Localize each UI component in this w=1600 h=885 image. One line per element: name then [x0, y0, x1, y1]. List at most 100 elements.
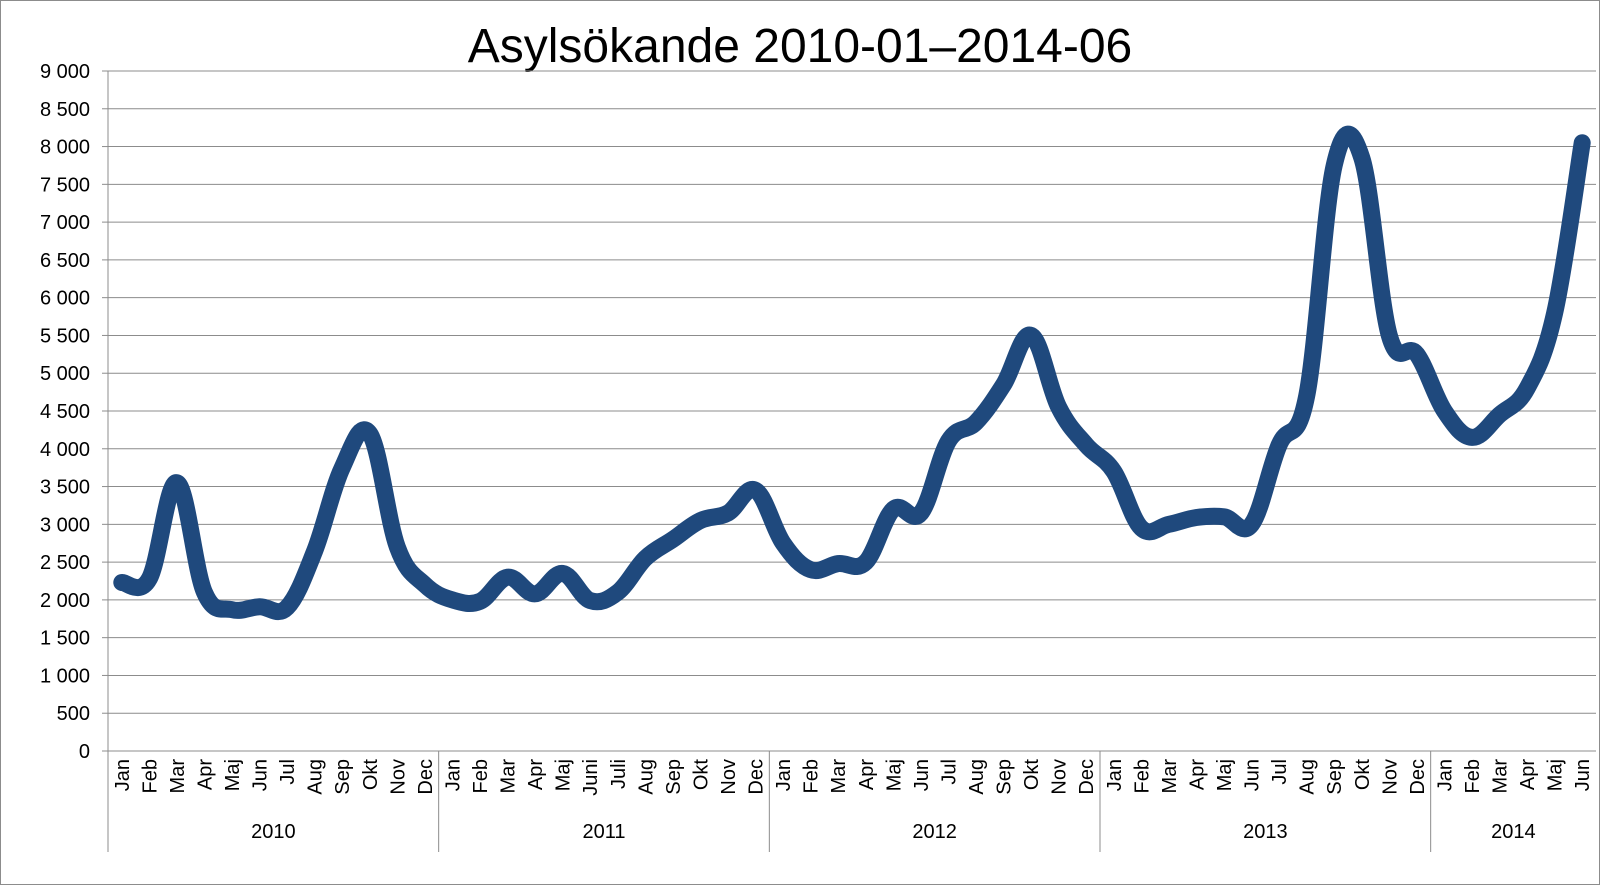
x-tick-label: Maj — [1214, 759, 1236, 791]
y-tick-label: 6 500 — [40, 250, 90, 272]
x-tick-label: Nov — [1049, 759, 1071, 795]
data-point — [755, 489, 757, 491]
data-point — [1471, 436, 1473, 438]
x-tick-label: Apr — [1517, 759, 1539, 790]
data-point — [727, 512, 729, 514]
y-axis-tick-labels: 0 500 1 000 1 500 2 000 2 500 3 000 3 500 4 000 4… — [40, 61, 108, 763]
x-tick-label: Sep — [332, 759, 354, 795]
x-tick-label: Jul — [938, 759, 960, 785]
x-tick-label: Apr — [525, 759, 547, 790]
data-point — [1499, 414, 1501, 416]
y-tick-label: 2 500 — [40, 552, 90, 574]
x-tick-label: Mar — [828, 759, 850, 794]
x-tick-label: Sep — [994, 759, 1016, 795]
x-tick-label: Aug — [1297, 759, 1319, 795]
data-point — [892, 508, 894, 510]
data-point — [589, 600, 591, 602]
series-layer — [113, 125, 1591, 621]
x-axis-tick-labels: Jan Feb Mar Apr Maj Jun Jul Aug Sep Okt Nov Dec2010… — [112, 759, 1594, 843]
x-tick-label: Feb — [1131, 759, 1153, 793]
x-tick-label: Dec — [415, 759, 437, 795]
data-point — [782, 542, 784, 544]
data-point — [1085, 444, 1087, 446]
x-tick-label: Okt — [1021, 759, 1043, 791]
y-tick-label: 7 000 — [40, 212, 90, 234]
year-label: 2014 — [1491, 821, 1536, 843]
data-point — [1058, 406, 1060, 408]
x-tick-label: Juli — [608, 759, 630, 789]
x-tick-label: Sep — [663, 759, 685, 795]
data-point — [176, 482, 178, 484]
x-tick-label: Okt — [360, 759, 382, 791]
x-axis — [107, 71, 1596, 852]
x-tick-label: Jul — [277, 759, 299, 785]
data-point — [699, 520, 701, 522]
data-point — [975, 421, 977, 423]
data-point — [121, 582, 123, 584]
x-tick-label: Aug — [635, 759, 657, 795]
y-tick-label: 3 500 — [40, 477, 90, 499]
data-point — [1223, 516, 1225, 518]
x-tick-label: Maj — [883, 759, 905, 791]
y-tick-label: 3 000 — [40, 514, 90, 536]
x-tick-label: Aug — [966, 759, 988, 795]
data-point — [920, 512, 922, 514]
data-point — [396, 546, 398, 548]
x-tick-label: Jan — [1104, 759, 1126, 791]
x-tick-label: Maj — [1545, 759, 1567, 791]
y-tick-label: 1 000 — [40, 665, 90, 687]
x-tick-label: Feb — [139, 759, 161, 793]
x-tick-label: Maj — [222, 759, 244, 791]
y-tick-label: 4 500 — [40, 401, 90, 423]
series-line — [113, 125, 1591, 621]
data-point — [1388, 334, 1390, 336]
y-tick-label: 7 500 — [40, 174, 90, 196]
x-tick-label: Jan — [773, 759, 795, 791]
year-label: 2012 — [912, 821, 957, 843]
x-tick-label: Jun — [1572, 759, 1594, 791]
data-point — [1251, 523, 1253, 525]
x-tick-label: Okt — [690, 759, 712, 791]
x-tick-label: Nov — [387, 759, 409, 795]
data-point — [1443, 410, 1445, 412]
y-tick-label: 0 — [79, 741, 90, 763]
year-label: 2010 — [251, 821, 296, 843]
data-point — [1030, 334, 1032, 336]
data-point — [837, 563, 839, 565]
data-point — [1113, 470, 1115, 472]
data-point — [286, 606, 288, 608]
x-tick-label: Dec — [1076, 759, 1098, 795]
data-point — [1361, 157, 1363, 159]
x-tick-label: Feb — [1462, 759, 1484, 793]
y-tick-label: 6 000 — [40, 288, 90, 310]
data-point — [479, 600, 481, 602]
data-point — [1168, 523, 1170, 525]
data-point — [562, 572, 564, 574]
data-point — [231, 609, 233, 611]
y-tick-label: 500 — [57, 703, 90, 725]
data-point — [507, 576, 509, 578]
data-point — [148, 578, 150, 580]
data-point — [341, 467, 343, 469]
data-point — [1140, 527, 1142, 529]
x-tick-label: Jan — [1434, 759, 1456, 791]
x-tick-label: Juni — [580, 759, 602, 796]
x-tick-label: Jan — [442, 759, 464, 791]
y-tick-label: 5 500 — [40, 325, 90, 347]
x-tick-label: Apr — [856, 759, 878, 790]
x-tick-label: Apr — [194, 759, 216, 790]
year-label: 2013 — [1243, 821, 1288, 843]
data-point — [259, 606, 261, 608]
x-tick-label: Aug — [305, 759, 327, 795]
y-tick-label: 4 000 — [40, 439, 90, 461]
y-tick-label: 5 000 — [40, 363, 90, 385]
x-tick-label: Feb — [470, 759, 492, 793]
data-point — [644, 557, 646, 559]
x-tick-label: Mar — [167, 759, 189, 794]
data-point — [947, 440, 949, 442]
data-point — [369, 433, 371, 435]
x-tick-label: Dec — [746, 759, 768, 795]
chart-title: Asylsökande 2010-01–2014-06 — [467, 20, 1133, 73]
data-point — [451, 599, 453, 601]
